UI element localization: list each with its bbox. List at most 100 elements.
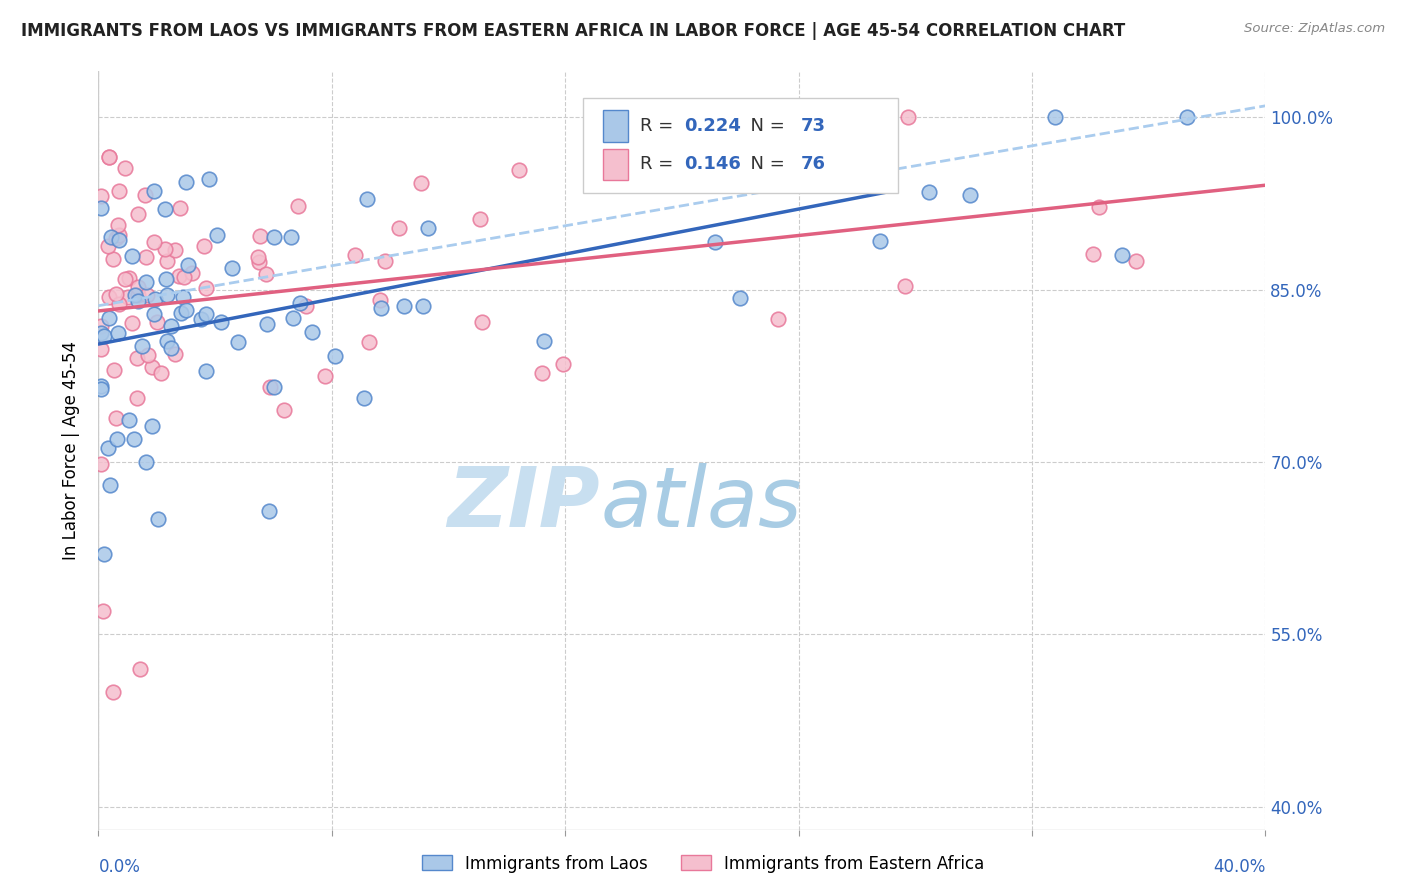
Text: 0.0%: 0.0% <box>98 858 141 876</box>
Text: N =: N = <box>740 155 790 173</box>
Point <box>143 184 166 198</box>
Point <box>416 221 439 235</box>
Point <box>156 334 179 349</box>
Point <box>370 301 392 316</box>
Point <box>100 478 122 492</box>
Point <box>98 290 121 304</box>
Point <box>90 326 112 340</box>
Point <box>129 662 152 676</box>
Point <box>388 221 411 235</box>
Point <box>249 229 271 244</box>
Point <box>90 382 112 396</box>
Point <box>193 238 215 252</box>
Point <box>190 311 212 326</box>
Point <box>165 347 187 361</box>
Point <box>118 271 141 285</box>
Text: 76: 76 <box>801 155 825 173</box>
Point <box>226 335 249 350</box>
Text: R =: R = <box>640 117 679 135</box>
Point <box>127 280 149 294</box>
Point <box>177 258 200 272</box>
Point <box>107 297 129 311</box>
Point <box>105 411 128 425</box>
Point <box>127 288 149 302</box>
Point <box>108 184 131 198</box>
Text: 73: 73 <box>801 117 825 135</box>
Point <box>259 380 281 394</box>
Point <box>257 504 280 518</box>
Point <box>107 326 129 340</box>
Point <box>412 299 434 313</box>
Point <box>146 315 169 329</box>
Point <box>205 227 228 242</box>
Point <box>508 163 530 178</box>
Point <box>169 201 191 215</box>
Point <box>125 351 148 366</box>
Point <box>288 296 311 310</box>
Point <box>813 134 835 148</box>
Point <box>90 318 112 333</box>
Point <box>156 254 179 268</box>
Text: N =: N = <box>740 117 790 135</box>
Point <box>247 255 270 269</box>
Point <box>121 317 143 331</box>
Legend: Immigrants from Laos, Immigrants from Eastern Africa: Immigrants from Laos, Immigrants from Ea… <box>415 848 991 880</box>
Point <box>136 288 159 302</box>
Point <box>141 419 163 434</box>
Point <box>194 364 217 378</box>
Point <box>143 307 166 321</box>
Point <box>195 307 218 321</box>
Point <box>728 291 751 305</box>
Point <box>174 175 197 189</box>
Point <box>531 366 554 380</box>
Point <box>959 187 981 202</box>
Text: 0.224: 0.224 <box>685 117 741 135</box>
Point <box>97 441 120 455</box>
Bar <box>603 111 628 142</box>
Point <box>356 192 378 206</box>
Point <box>411 177 433 191</box>
Point <box>155 272 177 286</box>
Point <box>127 391 149 405</box>
Point <box>103 363 125 377</box>
Point <box>153 242 176 256</box>
Point <box>167 269 190 284</box>
Point <box>283 310 305 325</box>
Point <box>174 303 197 318</box>
Point <box>93 329 115 343</box>
Point <box>357 334 380 349</box>
Point <box>143 292 166 306</box>
Point <box>135 455 157 469</box>
Point <box>869 235 891 249</box>
Text: 40.0%: 40.0% <box>1213 858 1265 876</box>
Point <box>90 189 112 203</box>
Point <box>108 233 131 247</box>
Point <box>263 229 285 244</box>
Point <box>273 403 295 417</box>
Point <box>156 287 179 301</box>
Point <box>1083 246 1105 260</box>
Point <box>394 299 416 313</box>
Point <box>101 684 124 698</box>
Point <box>122 432 145 446</box>
Point <box>91 604 114 618</box>
Point <box>209 315 232 329</box>
Point <box>704 235 727 249</box>
Point <box>103 252 125 267</box>
Point <box>894 279 917 293</box>
Point <box>127 294 149 309</box>
Point <box>254 267 277 281</box>
Point <box>165 244 187 258</box>
Point <box>1175 111 1198 125</box>
Point <box>138 348 160 362</box>
Point <box>107 218 129 232</box>
Point <box>159 341 181 355</box>
Point <box>100 230 122 244</box>
Point <box>374 253 396 268</box>
Point <box>153 202 176 217</box>
Point <box>301 326 323 340</box>
Y-axis label: In Labor Force | Age 45-54: In Labor Force | Age 45-54 <box>62 341 80 560</box>
Point <box>314 369 336 384</box>
Point <box>172 290 194 304</box>
Point <box>323 349 346 363</box>
